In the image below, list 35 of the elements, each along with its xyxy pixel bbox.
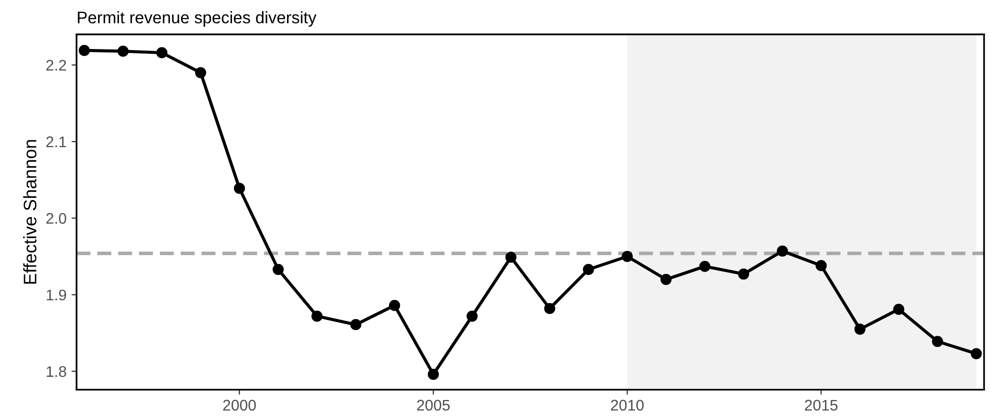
point bbox=[466, 310, 478, 322]
point bbox=[156, 47, 168, 58]
point bbox=[234, 182, 245, 194]
point bbox=[195, 67, 206, 78]
point bbox=[932, 336, 944, 347]
point bbox=[544, 302, 556, 314]
x-tick-label: 2010 bbox=[611, 400, 644, 411]
point bbox=[816, 260, 827, 272]
point bbox=[350, 319, 362, 330]
point bbox=[776, 246, 788, 257]
point bbox=[738, 268, 750, 280]
point bbox=[118, 46, 129, 57]
y-axis-title: Effective Shannon bbox=[23, 140, 36, 284]
y-tick-label: 1.9 bbox=[46, 290, 66, 300]
point bbox=[699, 260, 710, 272]
x-tick-label: 2000 bbox=[223, 400, 256, 411]
point bbox=[582, 264, 594, 275]
y-tick-label: 2.0 bbox=[46, 213, 66, 224]
point bbox=[389, 300, 400, 311]
point bbox=[272, 264, 284, 275]
x-tick-label: 2015 bbox=[804, 400, 838, 411]
point bbox=[893, 304, 904, 315]
y-tick-label: 2.2 bbox=[46, 60, 66, 71]
point bbox=[78, 44, 90, 56]
point bbox=[660, 274, 672, 285]
point bbox=[970, 348, 982, 360]
y-tick-label: 2.1 bbox=[46, 136, 66, 148]
point bbox=[854, 324, 866, 335]
y-tick-label: 1.8 bbox=[46, 366, 66, 377]
point bbox=[311, 310, 323, 322]
point bbox=[622, 250, 633, 262]
x-tick-label: 2005 bbox=[417, 400, 450, 411]
chart-title: Permit revenue species diversity bbox=[78, 11, 316, 27]
point bbox=[428, 368, 439, 380]
point bbox=[505, 252, 516, 263]
